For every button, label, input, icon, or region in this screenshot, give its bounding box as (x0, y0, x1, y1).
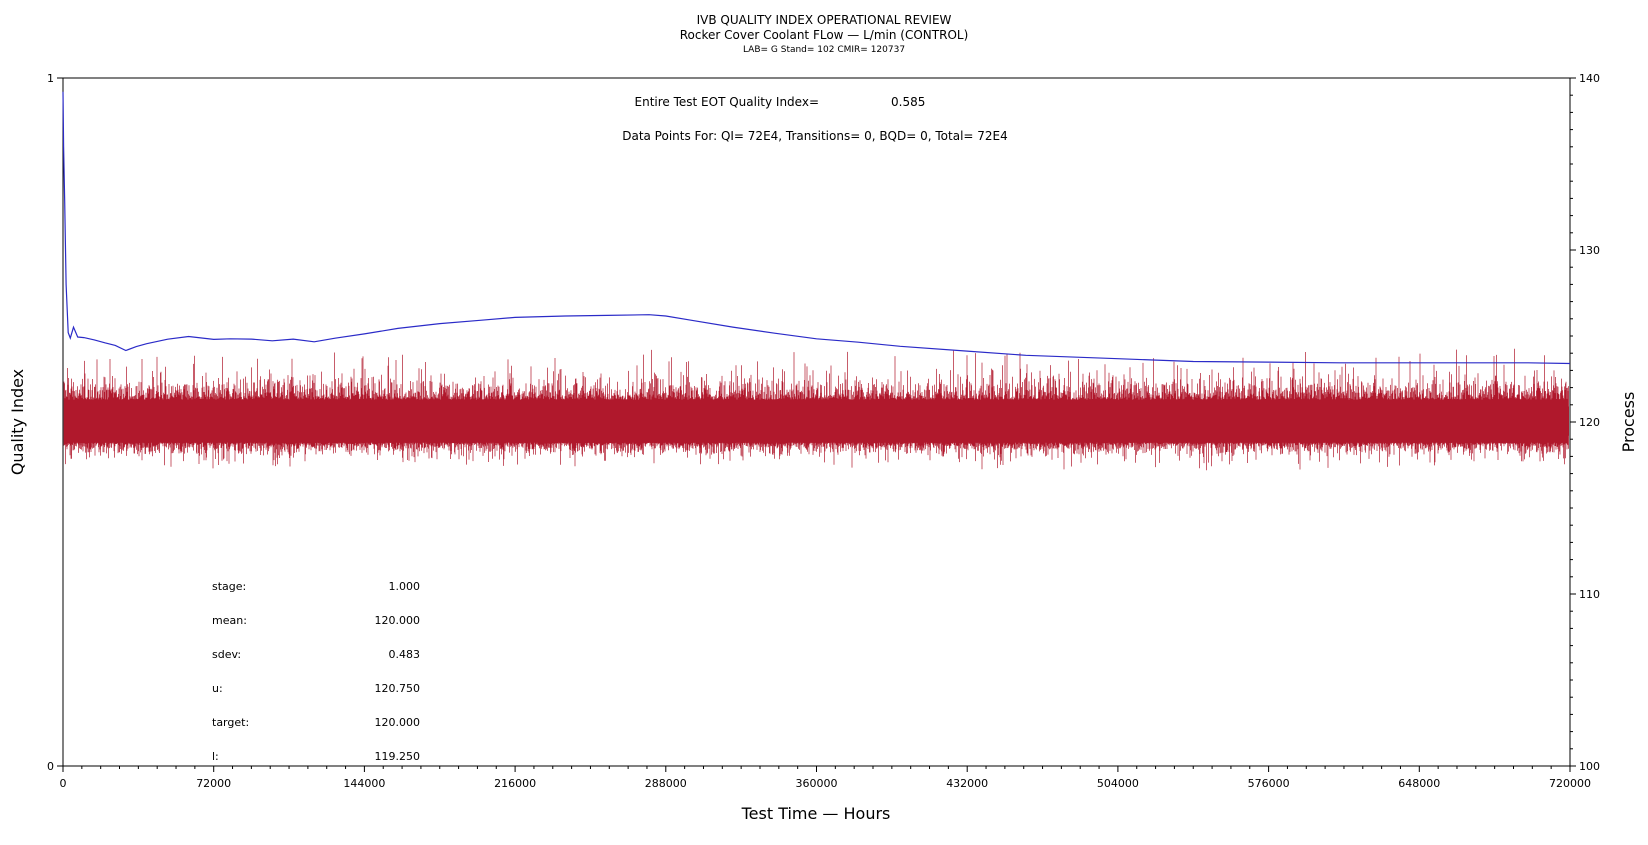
stat-value: 1.000 (389, 580, 421, 593)
stat-value: 0.483 (389, 648, 421, 661)
x-tick-label: 720000 (1549, 777, 1591, 790)
y-right-tick-label: 100 (1579, 760, 1600, 773)
stat-label: stage: (212, 580, 246, 593)
stat-value: 119.250 (375, 750, 421, 763)
quality-index-line (62, 91, 1571, 365)
process-band (63, 348, 1569, 471)
chart-title: IVB QUALITY INDEX OPERATIONAL REVIEW (697, 13, 952, 27)
chart-subtitle: Rocker Cover Coolant FLow — L/min (CONTR… (680, 28, 969, 42)
x-tick-label: 144000 (343, 777, 385, 790)
process-band-core (64, 406, 1569, 436)
x-tick-label: 648000 (1398, 777, 1440, 790)
y-right-tick-label: 130 (1579, 244, 1600, 257)
x-tick-label: 504000 (1097, 777, 1139, 790)
y-right-tick-label: 120 (1579, 416, 1600, 429)
x-axis-title: Test Time — Hours (741, 804, 891, 823)
y-right-tick-label: 110 (1579, 588, 1600, 601)
y-axis-right-title: Process (1619, 392, 1638, 453)
y-left-tick-label: 1 (47, 72, 54, 85)
eot-quality-index-value: 0.585 (891, 95, 925, 109)
x-tick-label: 0 (60, 777, 67, 790)
eot-quality-index-label: Entire Test EOT Quality Index= (635, 95, 820, 109)
x-tick-label: 216000 (494, 777, 536, 790)
stat-label: mean: (212, 614, 247, 627)
data-points-summary: Data Points For: QI= 72E4, Transitions= … (622, 129, 1008, 143)
stat-value: 120.000 (375, 716, 421, 729)
stat-value: 120.750 (375, 682, 421, 695)
y-axis-left-title: Quality Index (8, 369, 27, 475)
stat-value: 120.000 (375, 614, 421, 627)
chart-info-line: LAB= G Stand= 102 CMIR= 120737 (743, 45, 905, 55)
x-tick-label: 288000 (645, 777, 687, 790)
x-tick-label: 576000 (1248, 777, 1290, 790)
axis-ticks: 0 72000 144000 216000 288000 360000 432000 5040… (47, 72, 1600, 790)
y-right-tick-label: 140 (1579, 72, 1600, 85)
x-tick-label: 72000 (196, 777, 231, 790)
y-left-tick-label: 0 (47, 760, 54, 773)
stat-label: sdev: (212, 648, 241, 661)
stat-label: u: (212, 682, 223, 695)
x-tick-label: 432000 (946, 777, 988, 790)
statistics-block: stage: 1.000 mean: 120.000 sdev: 0.483 u: 120.7… (212, 580, 420, 763)
stat-label: l: (212, 750, 219, 763)
x-tick-label: 360000 (796, 777, 838, 790)
stat-label: target: (212, 716, 249, 729)
